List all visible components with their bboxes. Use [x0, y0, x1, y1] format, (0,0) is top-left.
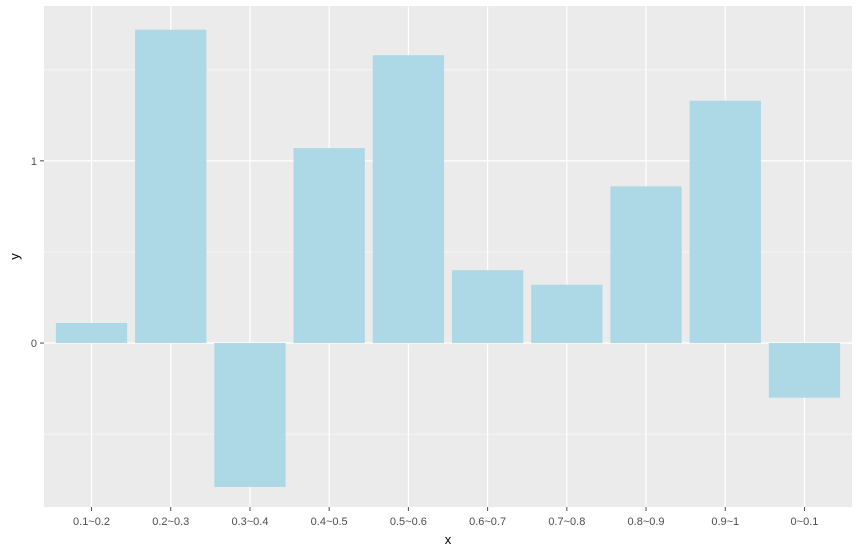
y-axis-title: y	[7, 253, 22, 260]
x-tick-label: 0.7~0.8	[548, 516, 585, 528]
bar-0.6~0.7	[451, 270, 524, 344]
x-tick-label: 0.4~0.5	[311, 516, 348, 528]
bar-0~0.1	[768, 343, 841, 398]
y-tick-label: 0	[31, 338, 37, 350]
bar-0.2~0.3	[135, 29, 207, 344]
x-tick-label: 0.6~0.7	[469, 516, 506, 528]
x-tick-label: 0.8~0.9	[628, 516, 665, 528]
x-tick-label: 0.2~0.3	[152, 516, 189, 528]
bar-0.5~0.6	[372, 55, 445, 344]
y-axis-ticks: 01	[31, 156, 44, 350]
bar-0.1~0.2	[55, 322, 128, 344]
x-tick-label: 0.1~0.2	[73, 516, 110, 528]
x-tick-label: 0.9~1	[711, 516, 739, 528]
x-tick-label: 0~0.1	[791, 516, 819, 528]
y-tick-label: 1	[31, 156, 37, 168]
x-axis-title: x	[445, 532, 452, 547]
x-axis-ticks: 0.1~0.2 0.2~0.3 0.3~0.4 0.4~0.5 0.5~0.6 0.6~0…	[73, 507, 818, 528]
x-tick-label: 0.5~0.6	[390, 516, 427, 528]
bars	[55, 29, 841, 487]
bar-0.4~0.5	[293, 148, 365, 344]
bar-0.9~1	[689, 100, 761, 344]
bar-0.7~0.8	[531, 284, 603, 344]
bar-0.8~0.9	[610, 186, 682, 344]
x-tick-label: 0.3~0.4	[231, 516, 268, 528]
bar-0.3~0.4	[214, 343, 286, 487]
